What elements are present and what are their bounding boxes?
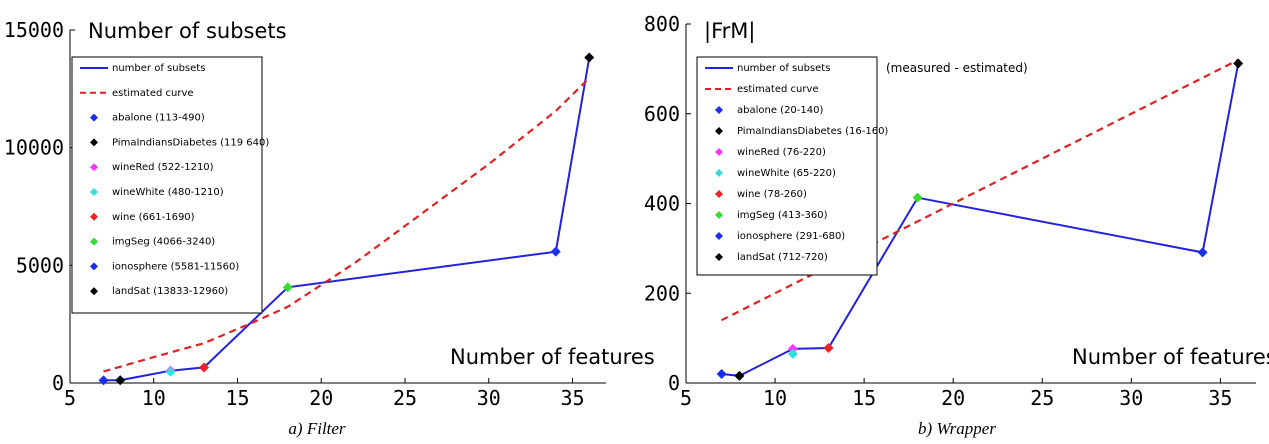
legend-marker [715,211,723,219]
legend-entry: PimaIndiansDiabetes (119 640) [112,137,269,148]
data-point [1197,247,1208,258]
x-tick-label: 15 [225,386,249,410]
estimated-curve-line [103,77,591,373]
y-tick-label: 0 [668,371,680,395]
x-tick-label: 35 [1208,386,1232,410]
legend-entry: wineWhite (65-220) [737,168,836,179]
x-tick-label: 15 [852,386,876,410]
legend-entry: ionosphere (291-680) [737,231,845,242]
x-tick-label: 5 [680,386,692,410]
legend-entry: wine (661-1690) [112,212,195,223]
legend-entry: landSat (13833-12960) [112,286,228,297]
chart-wrapper: 0 200 400 600 800 5 10 15 20 25 30 35 |FrM| Number of… [644,12,1269,410]
legend-marker [90,287,98,296]
x-axis-label: Number of features [1072,345,1269,369]
y-tick-label: 10000 [4,136,64,160]
x-tick-label: 20 [309,386,333,410]
legend-marker [715,232,723,240]
y-tick-label: 15000 [4,18,64,42]
legend-entry: ionosphere (5581-11560) [112,261,239,272]
legend-entry: number of subsets [112,63,205,74]
data-point [550,246,561,257]
x-tick-label: 25 [393,386,417,410]
legend-marker [715,106,723,114]
data-point [584,52,595,63]
x-tick-label: 10 [142,386,166,410]
legend-entry: estimated curve [737,84,819,95]
data-point [912,192,923,203]
legend-entry: wineRed (76-220) [737,147,826,158]
x-axis-label: Number of features [450,345,655,369]
chart-title: Number of subsets [88,19,287,43]
data-point [734,370,745,381]
data-point [716,369,727,380]
data-point [1233,58,1244,69]
legend-box [696,56,878,276]
legend-entry: wineWhite (480-1210) [112,187,224,198]
legend-marker [715,127,723,135]
legend-marker [90,138,98,147]
legend-marker [715,253,723,261]
legend-marker [90,262,98,271]
legend-marker [90,188,98,196]
legend-entry: landSat (712-720) [737,252,828,263]
legend-entry: abalone (20-140) [737,105,823,116]
chart-filter: 0 5000 10000 15000 5 10 15 20 25 30 35 Number of su… [4,18,655,410]
caption-filter: a) Filter [288,419,346,438]
x-tick-label: 30 [477,386,501,410]
y-tick-label: 400 [644,192,680,216]
estimated-curve-line [721,58,1239,322]
y-tick-label: 800 [644,12,680,36]
legend-entry: abalone (113-490) [112,113,205,124]
legend-marker [90,163,98,172]
data-point [282,282,293,293]
legend-box [71,56,263,314]
legend-marker [90,212,98,221]
y-tick-label: 5000 [16,253,64,277]
legend-entry: number of subsets [737,63,830,74]
x-tick-label: 20 [941,386,965,410]
legend-marker [715,190,723,198]
legend-marker [90,237,98,246]
caption-wrapper: b) Wrapper [918,419,996,438]
legend-entry: imgSeg (413-360) [737,210,828,221]
data-point [115,375,126,386]
legend-entry: PimaIndiansDiabetes (16-160) [737,126,888,137]
x-tick-label: 5 [64,386,76,410]
legend-entry: estimated curve [112,88,194,99]
legend-entry: imgSeg (4066-3240) [112,237,215,248]
y-tick-label: 200 [644,281,680,305]
data-point [199,362,209,373]
annotation: (measured - estimated) [886,61,1028,75]
legend-entry: wineRed (522-1210) [112,162,214,173]
y-tick-label: 600 [644,102,680,126]
x-tick-label: 35 [560,386,584,410]
x-tick-label: 30 [1119,386,1143,410]
legend-marker [90,113,98,122]
x-tick-label: 10 [763,386,787,410]
data-point [787,348,798,359]
chart-title: |FrM| [704,19,755,44]
data-point [98,375,109,386]
legend-entry: wine (78-260) [737,189,807,200]
data-point [823,342,834,353]
legend-marker [715,169,723,177]
legend-marker [715,148,723,156]
x-tick-label: 25 [1030,386,1054,410]
y-tick-label: 0 [52,371,64,395]
data-point [165,366,176,377]
